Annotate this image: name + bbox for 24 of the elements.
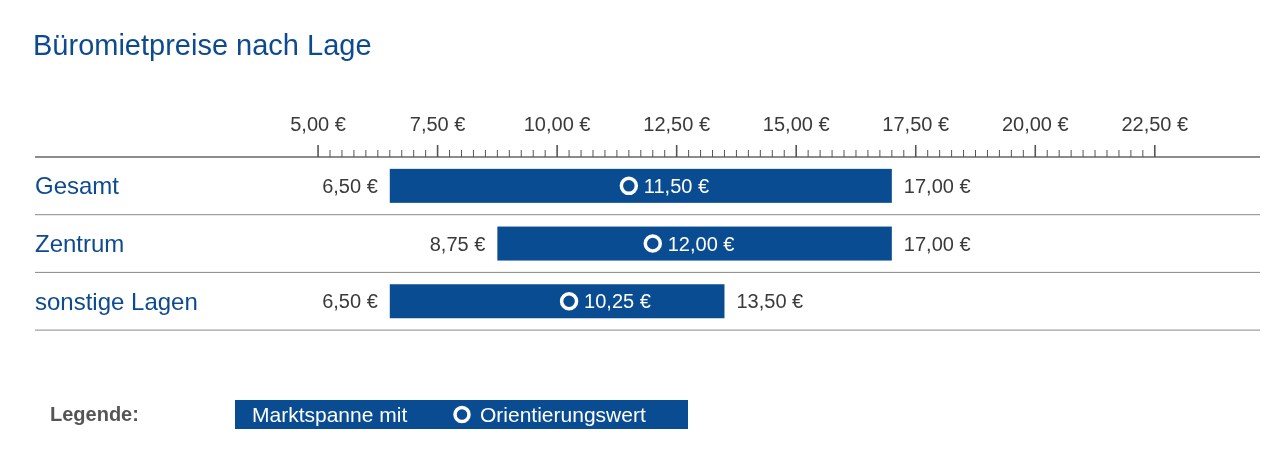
data-label: 11,50 €: [643, 174, 710, 197]
y-tick-label: sonstige Lagen: [35, 287, 198, 315]
x-tick-label: 20,00 €: [1001, 113, 1069, 135]
annotation: 17,00 €: [903, 232, 971, 255]
x-tick-label: 7,50 €: [409, 113, 466, 135]
x-tick-label: 5,00 €: [290, 113, 346, 135]
y-tick-label: Gesamt: [35, 172, 120, 200]
annotation: 6,50 €: [322, 290, 378, 313]
annotation: 8,75 €: [429, 232, 486, 255]
x-tick-label: 12,50 €: [643, 113, 711, 135]
x-tick-label: 10,00 €: [523, 113, 591, 135]
annotation: 17,00 €: [903, 174, 971, 197]
legend-label: Orientierungswert: [480, 402, 646, 426]
legend-title: Legende:: [50, 403, 139, 425]
data-label: 10,25 €: [584, 290, 651, 313]
annotation: 6,50 €: [322, 174, 378, 197]
chart-title: Büromietpreise nach Lage: [33, 29, 372, 61]
annotation: 13,50 €: [736, 290, 804, 313]
x-tick-label: 17,50 €: [882, 113, 950, 135]
x-tick-label: 15,00 €: [762, 113, 830, 135]
y-tick-label: Zentrum: [35, 229, 125, 257]
text: Marktspanne mit: [252, 402, 408, 426]
x-tick-label: 22,50 €: [1121, 113, 1189, 135]
data-label: 12,00 €: [667, 232, 735, 255]
